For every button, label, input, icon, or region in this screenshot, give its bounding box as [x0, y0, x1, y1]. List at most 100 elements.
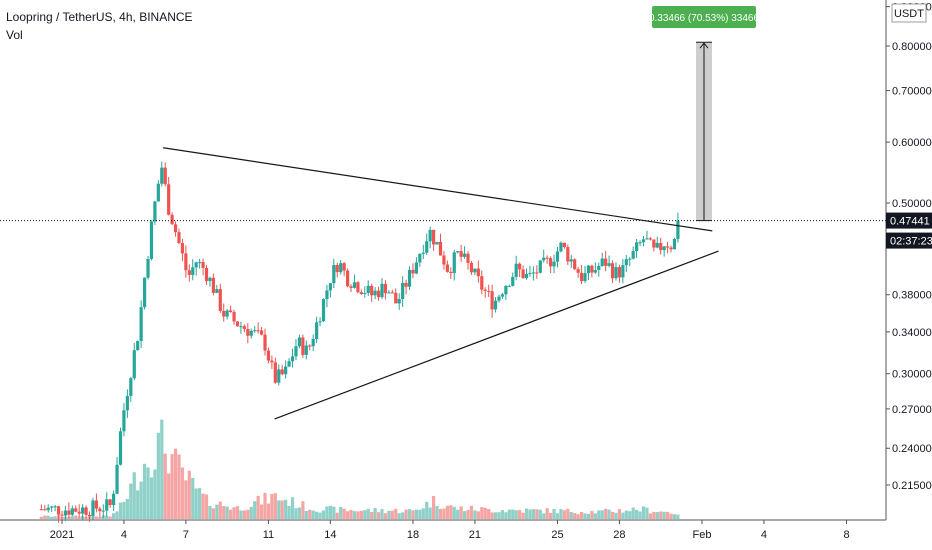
volume-bar — [325, 506, 329, 519]
volume-bar — [404, 509, 408, 519]
candle — [67, 502, 71, 519]
candle — [263, 328, 267, 356]
candle — [676, 212, 680, 243]
volume-bar — [528, 509, 532, 519]
candle — [490, 284, 494, 318]
candle — [149, 220, 154, 261]
time-axis[interactable]: 2021 4 7 11 14 18 21 25 28 Feb 4 8 — [50, 520, 850, 541]
candle — [480, 270, 484, 295]
candle — [187, 264, 191, 282]
candle — [235, 321, 240, 327]
candle — [136, 340, 140, 351]
candle — [308, 344, 312, 351]
volume-bar — [370, 511, 374, 519]
candle — [266, 347, 271, 364]
volume-bar — [573, 513, 577, 519]
volume-bar — [173, 448, 178, 519]
candle — [311, 334, 315, 351]
candle — [414, 257, 419, 275]
volume-bar — [105, 516, 109, 519]
volume-bar — [280, 500, 284, 519]
time-tick-label: 11 — [263, 529, 274, 541]
volume-bar — [638, 511, 642, 519]
candle — [173, 221, 178, 237]
volume-bar — [242, 510, 246, 519]
candle — [284, 360, 288, 379]
candle — [359, 289, 363, 295]
price-tick-label: 0.60000 — [892, 137, 932, 149]
volume-bar — [645, 507, 649, 519]
volume-bar — [576, 514, 580, 519]
volume-bar — [487, 509, 491, 519]
volume-bar — [641, 506, 646, 519]
volume-bar — [552, 509, 556, 519]
candle — [125, 389, 129, 418]
candle — [345, 268, 350, 288]
candle — [91, 497, 95, 520]
candle — [328, 283, 332, 298]
price-tick-label: 0.24000 — [892, 443, 932, 455]
volume-bar — [142, 463, 147, 519]
candle — [507, 284, 511, 287]
candle — [215, 284, 219, 294]
volume-bar — [456, 509, 460, 519]
price-tick-label: 0.50000 — [892, 198, 932, 210]
volume-bar — [115, 511, 119, 519]
upper-trendline[interactable] — [163, 147, 713, 232]
volume-bar — [518, 510, 522, 519]
candle — [132, 342, 136, 381]
volume-bar — [459, 506, 463, 519]
volume-bar — [342, 508, 346, 519]
candle — [549, 256, 553, 274]
candle — [211, 273, 215, 296]
lower-trendline[interactable] — [274, 250, 719, 420]
time-tick-label: 28 — [613, 529, 625, 541]
volume-bar — [480, 507, 484, 519]
volume-bar — [308, 509, 312, 519]
candle — [652, 239, 656, 252]
volume-bar — [604, 508, 608, 519]
volume-bar — [538, 509, 542, 519]
candle — [432, 229, 436, 251]
volume-bar — [562, 510, 566, 519]
candle — [590, 264, 594, 278]
candle — [280, 364, 284, 376]
time-tick-label: 18 — [407, 529, 419, 541]
candle — [349, 284, 353, 293]
candle — [177, 228, 181, 245]
candle — [352, 274, 357, 289]
volume-bar — [631, 507, 635, 519]
volume-bar — [617, 509, 622, 519]
volume-bar — [397, 513, 401, 519]
volume-bar — [531, 509, 535, 519]
candle — [521, 265, 525, 279]
volume-bar — [187, 470, 191, 519]
volume-bar — [442, 508, 446, 519]
volume-bar — [191, 477, 195, 519]
candle — [229, 305, 233, 313]
candle — [569, 255, 573, 268]
candle — [339, 260, 343, 275]
candle — [559, 241, 563, 253]
candle — [659, 237, 663, 255]
time-tick-label: 14 — [324, 529, 336, 541]
price-tick-label: 0.21500 — [892, 480, 932, 492]
price-tick-label: 0.27000 — [892, 404, 932, 416]
candle — [139, 300, 143, 349]
candle — [304, 340, 308, 360]
candle — [524, 268, 529, 280]
candle — [411, 263, 415, 279]
currency-badge[interactable]: USDT — [891, 3, 927, 23]
volume-bar — [624, 510, 628, 519]
volume-bar — [211, 508, 215, 519]
candle — [363, 286, 367, 298]
measure-tool[interactable]: 0.33466 (70.53%) 33466 — [649, 6, 760, 222]
volume-bar — [555, 513, 560, 519]
volume-bar — [249, 506, 253, 519]
last-price-label: 0.47441 — [890, 216, 930, 228]
candle — [401, 276, 405, 307]
candle — [332, 258, 336, 288]
volume-bar — [662, 511, 666, 519]
candle — [239, 321, 243, 334]
